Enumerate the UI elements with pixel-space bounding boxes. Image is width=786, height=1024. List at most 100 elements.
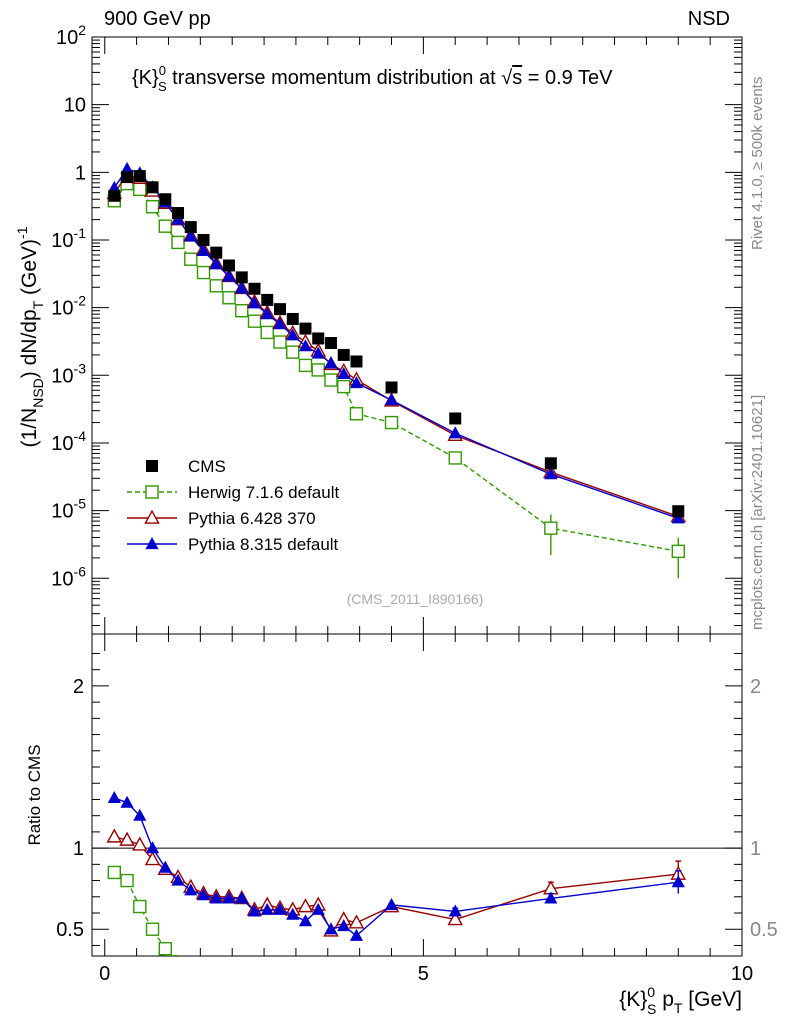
main-point-cms <box>159 193 172 206</box>
title-particle: {K} <box>132 67 159 89</box>
main-point-cms <box>544 457 557 470</box>
ratio-point-pythia-8-315-default <box>544 891 558 904</box>
ratio-point-pythia-8-315-default <box>273 902 287 915</box>
main-y-tick-label: 10-1 <box>51 225 86 252</box>
ratio-series-herwig-7-1-6-default <box>107 865 179 956</box>
ratio-point-pythia-8-315-default <box>349 928 364 941</box>
ratio-point-herwig-7-1-6-default <box>158 942 172 956</box>
ratio-point-pythia-8-315-default <box>209 891 223 904</box>
ratio-point-pythia-8-315-default <box>171 873 185 886</box>
xlabel-part-b-sub: T <box>674 1000 683 1016</box>
ratio-y-tick-label-right: 1 <box>750 838 761 860</box>
main-title: {K}0 S transverse momentum distribution a… <box>132 63 613 94</box>
ylabel-part-b-sub: T <box>30 300 46 309</box>
main-point-pythia-8-315-default <box>349 376 364 389</box>
main-point-cms <box>172 207 185 220</box>
main-point-pythia-8-315-default <box>222 269 236 282</box>
title-particle-sub: S <box>158 79 167 94</box>
ratio-point-pythia-8-315-default <box>260 902 274 915</box>
ratio-point-pythia-6-428-370 <box>348 914 365 929</box>
main-point-cms <box>286 312 299 325</box>
legend-entry-pythia-6-428-370: Pythia 6.428 370 <box>127 509 316 528</box>
main-point-herwig-7-1-6-default <box>209 279 223 293</box>
title-mid: transverse momentum distribution at <box>167 67 502 89</box>
main-point-herwig-7-1-6-default <box>337 379 351 394</box>
ratio-y-axis-label: Ratio to CMS <box>25 744 44 845</box>
ylabel-part-c: (GeV) <box>18 239 41 301</box>
ratio-x-tick-label: 0 <box>99 963 110 985</box>
ratio-series-pythia-8-315-default <box>107 790 685 941</box>
main-point-herwig-7-1-6-default <box>196 265 211 280</box>
ratio-point-herwig-7-1-6-default <box>164 954 179 956</box>
main-point-herwig-7-1-6-default <box>158 219 172 233</box>
rivet-version-note: Rivet 4.1.0, ≥ 500k events <box>749 77 766 250</box>
main-point-herwig-7-1-6-default <box>311 363 325 377</box>
main-point-pythia-8-315-default <box>273 317 287 330</box>
main-point-pythia-8-315-default <box>184 229 198 242</box>
main-point-pythia-8-315-default <box>235 281 249 294</box>
ratio-y-tick-label-right: 0.5 <box>750 919 778 941</box>
ratio-point-pythia-8-315-default <box>298 914 313 927</box>
main-panel: 10-6 10-5 10-4 10-3 10-2 10-1 1 10 102 {K}0 S tra… <box>14 22 743 635</box>
main-point-cms <box>223 259 236 272</box>
ratio-point-herwig-7-1-6-default <box>133 899 147 914</box>
main-point-herwig-7-1-6-default <box>222 291 236 305</box>
main-point-cms <box>235 271 248 284</box>
main-point-pythia-8-315-default <box>544 467 558 480</box>
ratio-x-tick-label: 10 <box>731 963 753 985</box>
ratio-point-pythia-6-428-370 <box>144 851 161 866</box>
title-end: = 0.9 TeV <box>522 67 613 89</box>
legend-marker-cms <box>146 460 158 472</box>
main-y-axis-label: (1/NNSD) dN/dpT (GeV)-1 <box>14 226 46 447</box>
legend-marker-herwig-7-1-6-default <box>145 485 159 499</box>
ratio-point-pythia-8-315-default <box>324 922 338 935</box>
xlabel-part-a-sup: 0 <box>647 984 655 1000</box>
mcplots-source-note: mcplots.cern.ch [arXiv:2401.10621] <box>749 395 766 630</box>
ratio-point-herwig-7-1-6-default <box>120 873 134 888</box>
ylabel-part-a: (1/N <box>18 408 41 448</box>
main-y-tick-label: 10 <box>64 95 86 117</box>
main-point-herwig-7-1-6-default <box>671 544 685 559</box>
main-axis-ticks: 10-6 10-5 10-4 10-3 10-2 10-1 1 10 102 <box>51 22 743 634</box>
ratio-point-herwig-7-1-6-default <box>107 865 122 880</box>
ratio-y-tick-label: 2 <box>73 676 84 698</box>
ratio-y-tick-label-right: 2 <box>750 676 761 698</box>
ratio-axis-ticks: 0.5 0.5 1 1 2 2 0 5 10 <box>56 634 778 985</box>
main-point-cms <box>146 181 159 194</box>
main-point-herwig-7-1-6-default <box>273 335 287 349</box>
xlabel-part-b: p <box>656 988 674 1011</box>
main-y-tick-label: 10-4 <box>51 428 86 455</box>
legend-entry-pythia-8-315-default: Pythia 8.315 default <box>127 535 339 554</box>
main-series-herwig-7-1-6-default <box>107 176 685 579</box>
xlabel-part-c: [GeV] <box>682 988 742 1011</box>
main-point-cms <box>350 355 363 368</box>
legend-label-pythia-8-315-default: Pythia 8.315 default <box>188 535 339 554</box>
ratio-point-pythia-6-428-370 <box>119 831 135 846</box>
ylabel-part-c-sup: -1 <box>14 226 30 239</box>
main-point-pythia-8-315-default <box>448 426 462 439</box>
legend: CMS Herwig 7.1.6 default Pythia 6.428 370 P… <box>127 457 339 554</box>
main-point-cms <box>385 381 398 394</box>
legend-label-pythia-6-428-370: Pythia 6.428 370 <box>188 509 316 528</box>
main-point-herwig-7-1-6-default <box>349 407 364 421</box>
ratio-point-pythia-8-315-default <box>196 888 211 901</box>
main-point-cms <box>121 171 134 184</box>
ratio-line-pythia-6-428-370 <box>114 836 679 932</box>
ratio-x-axis-label: {K}0 S pT [GeV] <box>619 984 742 1017</box>
main-point-pythia-8-315-default <box>120 161 134 174</box>
main-point-herwig-7-1-6-default <box>544 521 558 535</box>
main-point-cms <box>337 348 350 361</box>
main-point-cms <box>273 303 286 316</box>
main-y-tick-label: 10-6 <box>51 563 86 590</box>
main-point-pythia-8-315-default <box>337 366 351 379</box>
ratio-point-pythia-8-315-default <box>184 883 198 896</box>
ratio-point-pythia-6-428-370 <box>297 898 314 913</box>
main-point-cms <box>312 332 325 345</box>
ratio-point-pythia-8-315-default <box>384 898 399 911</box>
ratio-point-pythia-8-315-default <box>158 860 172 873</box>
main-point-herwig-7-1-6-default <box>171 235 185 250</box>
ratio-point-pythia-8-315-default <box>120 795 134 808</box>
main-point-herwig-7-1-6-default <box>448 451 462 465</box>
ratio-point-pythia-8-315-default <box>235 891 249 904</box>
analysis-label: (CMS_2011_I890166) <box>347 591 484 607</box>
